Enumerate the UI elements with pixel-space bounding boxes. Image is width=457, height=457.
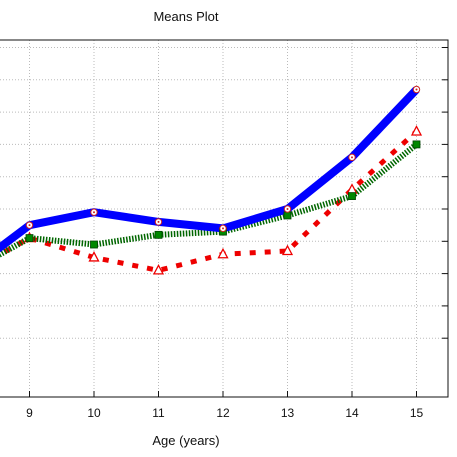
x-tick-label: 13: [281, 406, 295, 420]
chart-title: Means Plot: [153, 9, 218, 24]
data-point-square: [412, 140, 421, 149]
data-point-triangle: [152, 263, 165, 275]
series-line-red-dotted: [0, 129, 419, 273]
data-point-triangle: [410, 125, 423, 136]
data-point-circle-center: [286, 208, 289, 210]
series-line-blue-thick-solid: [0, 86, 420, 253]
x-tick-marks: [29, 391, 417, 397]
data-point-circle-center: [351, 156, 353, 159]
y-tick-marks: [442, 47, 448, 339]
x-tick-label: 11: [152, 406, 165, 420]
data-point-triangle: [88, 251, 100, 262]
data-point-square: [25, 234, 34, 242]
x-tick-label: 10: [87, 406, 101, 420]
x-tick-label: 12: [216, 406, 230, 420]
data-point-circle-center: [28, 224, 31, 227]
data-point-triangle: [281, 244, 294, 256]
data-point-square: [348, 192, 356, 200]
data-point-circle-center: [93, 211, 95, 214]
data-point-circle-center: [222, 227, 224, 230]
data-point-circle-center: [157, 220, 160, 223]
x-axis-label: Age (years): [152, 433, 219, 448]
x-tick-label: 14: [345, 406, 359, 420]
x-tick-label: 15: [410, 406, 424, 420]
data-point-square: [90, 240, 98, 249]
data-point-circle-center: [415, 88, 418, 91]
x-tick-labels: 9 10 11 12 13 14 15: [26, 406, 423, 420]
grid-lines: [0, 40, 448, 397]
series-line-green-dashed: [0, 142, 419, 258]
x-tick-label: 9: [26, 406, 33, 420]
series-layer: [0, 85, 423, 275]
data-point-square: [283, 211, 292, 220]
data-point-square: [154, 230, 163, 239]
data-point-triangle: [217, 247, 229, 259]
